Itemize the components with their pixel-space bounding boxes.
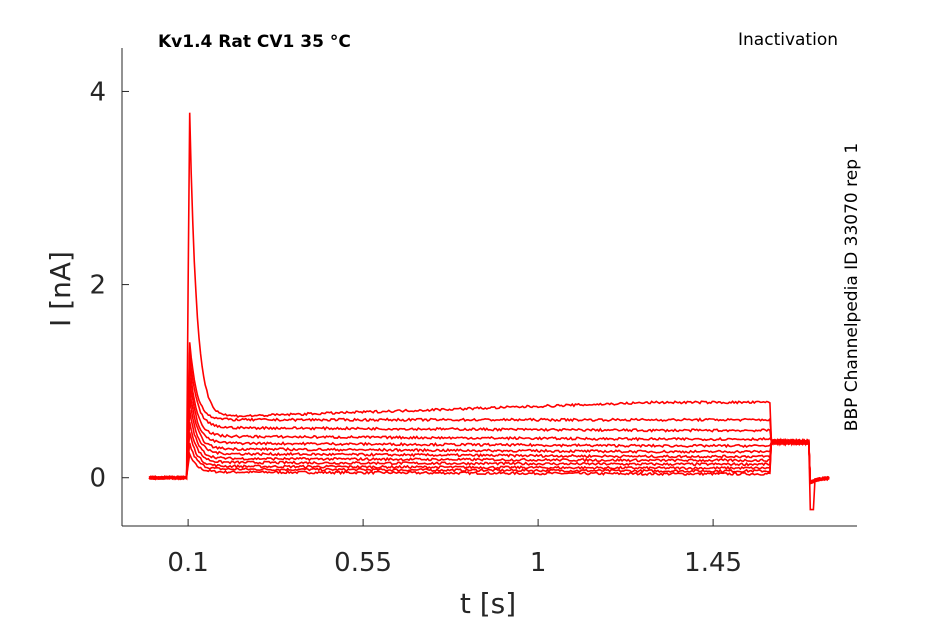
current-trace (148, 421, 830, 486)
y-tick-label: 4 (89, 77, 106, 107)
current-trace (148, 377, 830, 484)
x-tick-label: 1.45 (684, 548, 742, 578)
axes (121, 48, 857, 527)
current-trace (148, 342, 830, 484)
current-trace (149, 398, 830, 484)
x-tick-label: 0.55 (334, 548, 392, 578)
y-tick-label: 0 (89, 464, 106, 494)
current-trace (149, 387, 830, 484)
current-traces (148, 112, 830, 511)
y-axis-label: I [nA] (44, 251, 77, 327)
current-trace (149, 352, 830, 484)
current-trace (149, 364, 830, 483)
current-trace (148, 410, 830, 484)
y-tick-label: 2 (89, 271, 106, 301)
current-trace (148, 112, 829, 511)
x-ticks: 0.1 0.55 1 1.45 (167, 519, 742, 578)
current-trace (148, 438, 830, 485)
x-tick-label: 0.1 (167, 548, 208, 578)
recording-id-label: BBP Channelpedia ID 33070 rep 1 (842, 143, 862, 431)
y-ticks: 0 2 4 (89, 77, 129, 494)
x-axis-label: t [s] (460, 587, 516, 620)
current-trace (148, 438, 830, 484)
x-tick-label: 1 (530, 548, 547, 578)
chart-title: Kv1.4 Rat CV1 35 °C (158, 32, 351, 52)
current-trace (148, 432, 830, 484)
protocol-label: Inactivation (738, 30, 838, 50)
